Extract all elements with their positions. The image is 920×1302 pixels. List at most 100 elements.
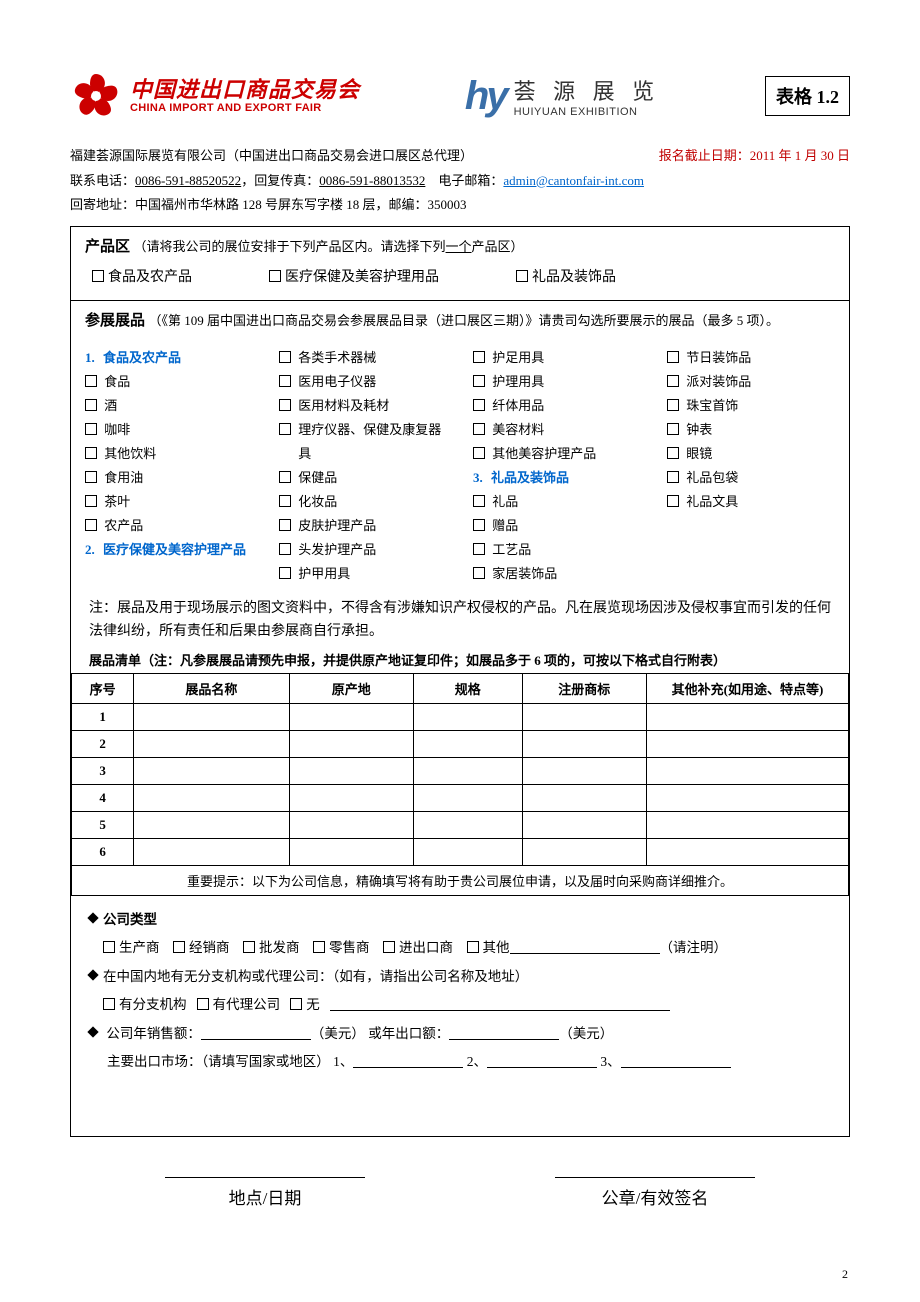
list-item: 理疗仪器、保健及康复器具 <box>298 418 447 466</box>
checkbox[interactable] <box>313 941 325 953</box>
checkbox[interactable] <box>667 399 679 411</box>
checkbox[interactable] <box>243 941 255 953</box>
company-info-section: 公司类型 生产商 经销商 批发商 零售商 进出口商 其他（请注明） 在中国内地有… <box>71 896 849 1136</box>
checkbox[interactable] <box>85 423 97 435</box>
product-area-section: 产品区 （请将我公司的展位安排于下列产品区内。请选择下列一个产品区） 食品及农产… <box>71 227 849 301</box>
list-item: 食用油 <box>104 470 143 485</box>
list-item: 节日装饰品 <box>686 350 751 365</box>
export-input[interactable] <box>449 1026 559 1040</box>
exhibit-col-1: 1.食品及农产品 食品 酒 咖啡 其他饮料 食用油 茶叶 农产品 2.医疗保健及… <box>85 346 253 586</box>
list-item: 珠宝首饰 <box>686 398 738 413</box>
checkbox[interactable] <box>85 519 97 531</box>
checkbox[interactable] <box>290 998 302 1010</box>
checkbox[interactable] <box>279 543 291 555</box>
exhibit-list-table: 序号 展品名称 原产地 规格 注册商标 其他补充(如用途、特点等) 1 2 3 … <box>71 673 849 896</box>
list-item: 皮肤护理产品 <box>298 518 376 533</box>
list-item: 酒 <box>104 398 117 413</box>
other-input[interactable] <box>510 940 660 954</box>
list-item: 礼品 <box>492 494 518 509</box>
email-label: 电子邮箱： <box>438 173 503 188</box>
list-item: 护甲用具 <box>298 566 350 581</box>
checkbox[interactable] <box>279 399 291 411</box>
company-type-label: 公司类型 <box>103 912 157 927</box>
header-row: 中国进出口商品交易会 CHINA IMPORT AND EXPORT FAIR … <box>70 70 850 122</box>
list-item: 纤体用品 <box>492 398 544 413</box>
checkbox[interactable] <box>85 495 97 507</box>
checkbox[interactable] <box>473 519 485 531</box>
checkbox[interactable] <box>103 941 115 953</box>
list-item: 赠品 <box>492 518 518 533</box>
checkbox[interactable] <box>85 399 97 411</box>
checkbox[interactable] <box>279 471 291 483</box>
checkbox[interactable] <box>85 375 97 387</box>
market3-input[interactable] <box>621 1054 731 1068</box>
checkbox[interactable] <box>667 447 679 459</box>
signature-row: 地点/日期 公章/有效签名 <box>70 1177 850 1209</box>
checkbox[interactable] <box>279 519 291 531</box>
checkbox[interactable] <box>467 941 479 953</box>
checkbox[interactable] <box>667 495 679 507</box>
checkbox[interactable] <box>197 998 209 1010</box>
checkbox[interactable] <box>279 375 291 387</box>
list-item: 护足用具 <box>492 350 544 365</box>
checkbox[interactable] <box>473 351 485 363</box>
list-item: 礼品包袋 <box>686 470 738 485</box>
checkbox[interactable] <box>473 495 485 507</box>
checkbox[interactable] <box>473 399 485 411</box>
checkbox[interactable] <box>279 567 291 579</box>
exhibit-section: 参展展品 （《第 109 届中国进出口商品交易会参展展品目录（进口展区三期）》请… <box>71 301 849 673</box>
list-item: 医用材料及耗材 <box>298 398 389 413</box>
checkbox[interactable] <box>473 567 485 579</box>
ip-note: 注：展品及用于现场展示的图文资料中，不得含有涉嫌知识产权侵权的产品。凡在展览现场… <box>89 597 831 645</box>
deadline: 报名截止日期：2011 年 1 月 30 日 <box>659 144 850 169</box>
branch-detail-input[interactable] <box>330 997 670 1011</box>
sig-place-date: 地点/日期 <box>165 1177 365 1209</box>
market1-input[interactable] <box>353 1054 463 1068</box>
list-item: 家居装饰品 <box>492 566 557 581</box>
checkbox[interactable] <box>473 447 485 459</box>
logo-mid-en: HUIYUAN EXHIBITION <box>514 106 661 118</box>
checkbox[interactable] <box>473 423 485 435</box>
fax: 0086-591-88013532 <box>319 173 425 188</box>
checkbox[interactable] <box>667 351 679 363</box>
checkbox[interactable] <box>667 423 679 435</box>
list-item: 工艺品 <box>492 542 531 557</box>
checkbox[interactable] <box>269 270 281 282</box>
contact-info: 福建荟源国际展览有限公司（中国进出口商品交易会进口展区总代理） 报名截止日期：2… <box>70 144 850 218</box>
checkbox[interactable] <box>383 941 395 953</box>
sales-input[interactable] <box>201 1026 311 1040</box>
checkbox[interactable] <box>173 941 185 953</box>
list-item: 食品 <box>104 374 130 389</box>
list-item: 其他美容护理产品 <box>492 446 596 461</box>
list-item: 头发护理产品 <box>298 542 376 557</box>
checkbox[interactable] <box>279 423 291 435</box>
market2-input[interactable] <box>487 1054 597 1068</box>
table-row: 3 <box>72 758 849 785</box>
diamond-icon <box>87 1026 98 1037</box>
checkbox[interactable] <box>85 471 97 483</box>
checkbox[interactable] <box>667 375 679 387</box>
checkbox[interactable] <box>279 495 291 507</box>
logo-huiyuan: hy 荟 源 展 览 HUIYUAN EXHIBITION <box>465 74 660 119</box>
list-item: 眼镜 <box>686 446 712 461</box>
checkbox[interactable] <box>667 471 679 483</box>
email-link[interactable]: admin@cantonfair-int.com <box>503 173 644 188</box>
fax-label: ，回复传真： <box>241 173 319 188</box>
list-item: 其他饮料 <box>104 446 156 461</box>
checkbox[interactable] <box>516 270 528 282</box>
list-item: 咖啡 <box>104 422 130 437</box>
checkbox[interactable] <box>92 270 104 282</box>
checkbox[interactable] <box>473 543 485 555</box>
exhibit-col-4: 节日装饰品 派对装饰品 珠宝首饰 钟表 眼镜 礼品包袋 礼品文具 <box>667 346 835 586</box>
checkbox[interactable] <box>85 447 97 459</box>
checkbox[interactable] <box>279 351 291 363</box>
table-row: 6 <box>72 839 849 866</box>
table-row: 1 <box>72 704 849 731</box>
diamond-icon <box>87 969 98 980</box>
list-item: 茶叶 <box>104 494 130 509</box>
checkbox[interactable] <box>473 375 485 387</box>
list-item: 保健品 <box>298 470 337 485</box>
list-item: 各类手术器械 <box>298 350 376 365</box>
contact-label: 联系电话： <box>70 173 135 188</box>
checkbox[interactable] <box>103 998 115 1010</box>
